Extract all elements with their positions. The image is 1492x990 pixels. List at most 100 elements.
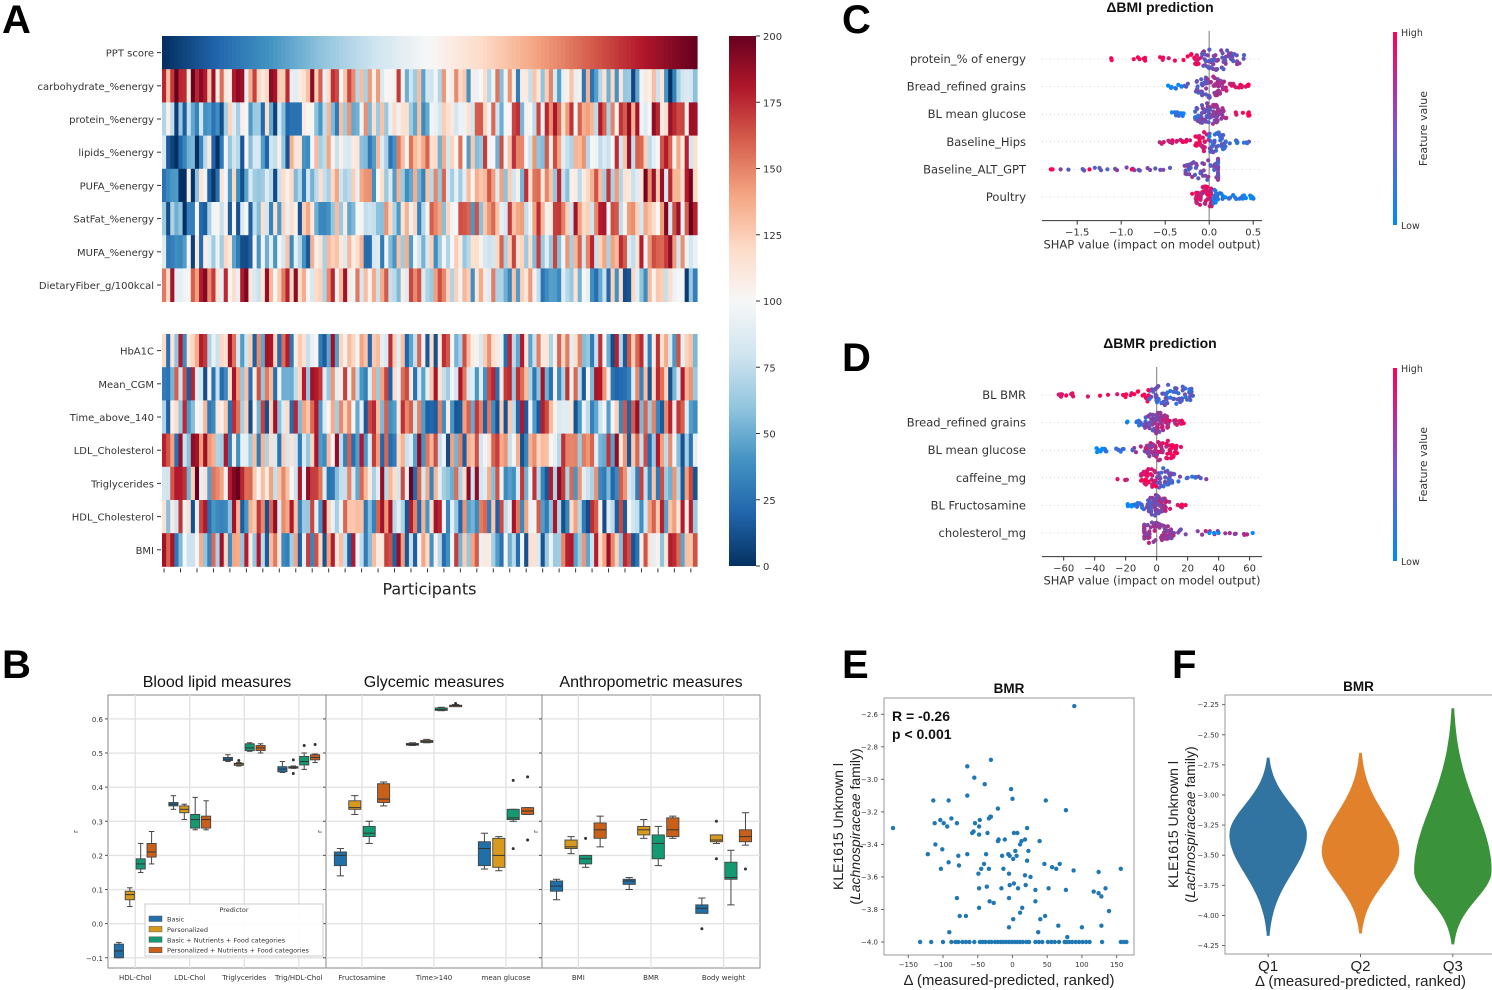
heatmap-cell	[388, 36, 394, 70]
shap-point	[1220, 55, 1225, 60]
heatmap-cell	[182, 500, 188, 534]
shap-point	[1233, 531, 1238, 536]
scatter-point	[1013, 848, 1018, 854]
heatmap-cell	[676, 69, 682, 103]
heatmap-cell	[289, 334, 295, 368]
heatmap-cell	[618, 168, 624, 203]
heatmap-cell	[174, 69, 180, 103]
heatmap-cell	[532, 433, 538, 468]
heatmap-cell	[594, 533, 599, 567]
heatmap-cell	[174, 433, 180, 468]
heatmap-cell	[182, 533, 188, 567]
shap-point	[1204, 86, 1209, 91]
shap-point	[1138, 420, 1143, 425]
heatmap-cell	[260, 334, 266, 368]
heatmap-cell	[614, 268, 620, 302]
shap-point	[1219, 111, 1224, 116]
heatmap-cell	[269, 433, 274, 468]
heatmap-cell	[293, 400, 299, 434]
heatmap-cell	[413, 235, 418, 269]
heatmap-cell	[199, 367, 204, 401]
scatter-point	[1091, 889, 1096, 894]
shap-point	[1232, 52, 1237, 57]
heatmap-cell	[627, 400, 632, 434]
heatmap-cell	[569, 168, 575, 203]
heatmap-cell	[231, 500, 237, 534]
heatmap-cell	[240, 268, 245, 302]
heatmap-cell	[236, 500, 241, 534]
heatmap-cell	[450, 36, 455, 70]
heatmap-cell	[491, 135, 496, 170]
scatter-point	[976, 871, 981, 876]
shap-point	[1195, 88, 1200, 93]
heatmap-cell	[507, 334, 513, 368]
heatmap-cell	[293, 466, 299, 501]
heatmap-cell	[655, 202, 661, 236]
heatmap-cell	[474, 400, 480, 434]
heatmap-row-label: lipids_%energy	[78, 148, 154, 159]
heatmap-cell	[408, 36, 414, 70]
heatmap-cell	[614, 500, 620, 534]
heatmap-cell	[573, 400, 579, 434]
heatmap-cell	[458, 533, 464, 567]
heatmap-cell	[392, 500, 398, 534]
shap-point	[1172, 450, 1177, 455]
heatmap-cell	[487, 533, 492, 567]
box	[190, 796, 201, 831]
x-tick-label: 0.0	[1201, 228, 1217, 239]
shap-point	[1227, 531, 1232, 536]
heatmap-cell	[277, 268, 282, 302]
heatmap-cell	[326, 466, 332, 501]
heatmap-cell	[631, 36, 636, 70]
heatmap-cell	[417, 36, 422, 70]
heatmap-cell	[643, 466, 649, 501]
scatter-point	[976, 832, 982, 837]
heatmap-cell	[244, 367, 250, 401]
shap-point	[1123, 394, 1128, 400]
heatmap-cell	[367, 268, 373, 302]
scatter-point	[1022, 873, 1028, 878]
heatmap-cell	[532, 400, 538, 434]
heatmap-cell	[343, 168, 348, 203]
y-tick-label: −0.1	[86, 955, 103, 963]
heatmap-cell	[174, 500, 180, 534]
heatmap-cell	[487, 367, 492, 401]
shap-point	[1165, 425, 1170, 430]
heatmap-cell	[408, 168, 414, 203]
heatmap-cell	[631, 168, 636, 203]
heatmap-cell	[532, 367, 538, 401]
heatmap-cell	[627, 268, 632, 302]
heatmap-cell	[174, 168, 180, 203]
heatmap-cell	[314, 466, 319, 501]
heatmap-cell	[404, 500, 410, 534]
colorbar-low-label: Low	[1401, 557, 1420, 568]
outlier-point	[526, 775, 530, 779]
heatmap-cell	[577, 433, 583, 468]
heatmap-cell	[343, 533, 348, 567]
heatmap-cell	[478, 36, 484, 70]
heatmap-cell	[363, 168, 369, 203]
heatmap-cell	[363, 334, 369, 368]
shap-point	[1144, 505, 1149, 510]
box	[405, 742, 419, 747]
heatmap-cell	[606, 400, 612, 434]
heatmap-cell	[248, 69, 254, 103]
heatmap-cell	[355, 36, 361, 70]
heatmap-cell	[692, 500, 698, 534]
heatmap-cell	[334, 69, 340, 103]
heatmap-cell	[651, 400, 657, 434]
heatmap-cell	[400, 36, 406, 70]
heatmap-cell	[643, 500, 649, 534]
heatmap-cell	[659, 235, 665, 269]
shap-point	[1197, 202, 1203, 207]
heatmap-cell	[635, 500, 640, 534]
heatmap-cell	[664, 400, 669, 434]
heatmap-cell	[515, 367, 521, 401]
heatmap-cell	[211, 533, 217, 567]
scatter-point	[1042, 913, 1048, 919]
heatmap-cell	[610, 268, 616, 302]
box	[277, 761, 288, 773]
heatmap-cell	[610, 367, 616, 401]
heatmap-cell	[635, 466, 640, 501]
x-axis-label: Participants	[383, 579, 477, 598]
